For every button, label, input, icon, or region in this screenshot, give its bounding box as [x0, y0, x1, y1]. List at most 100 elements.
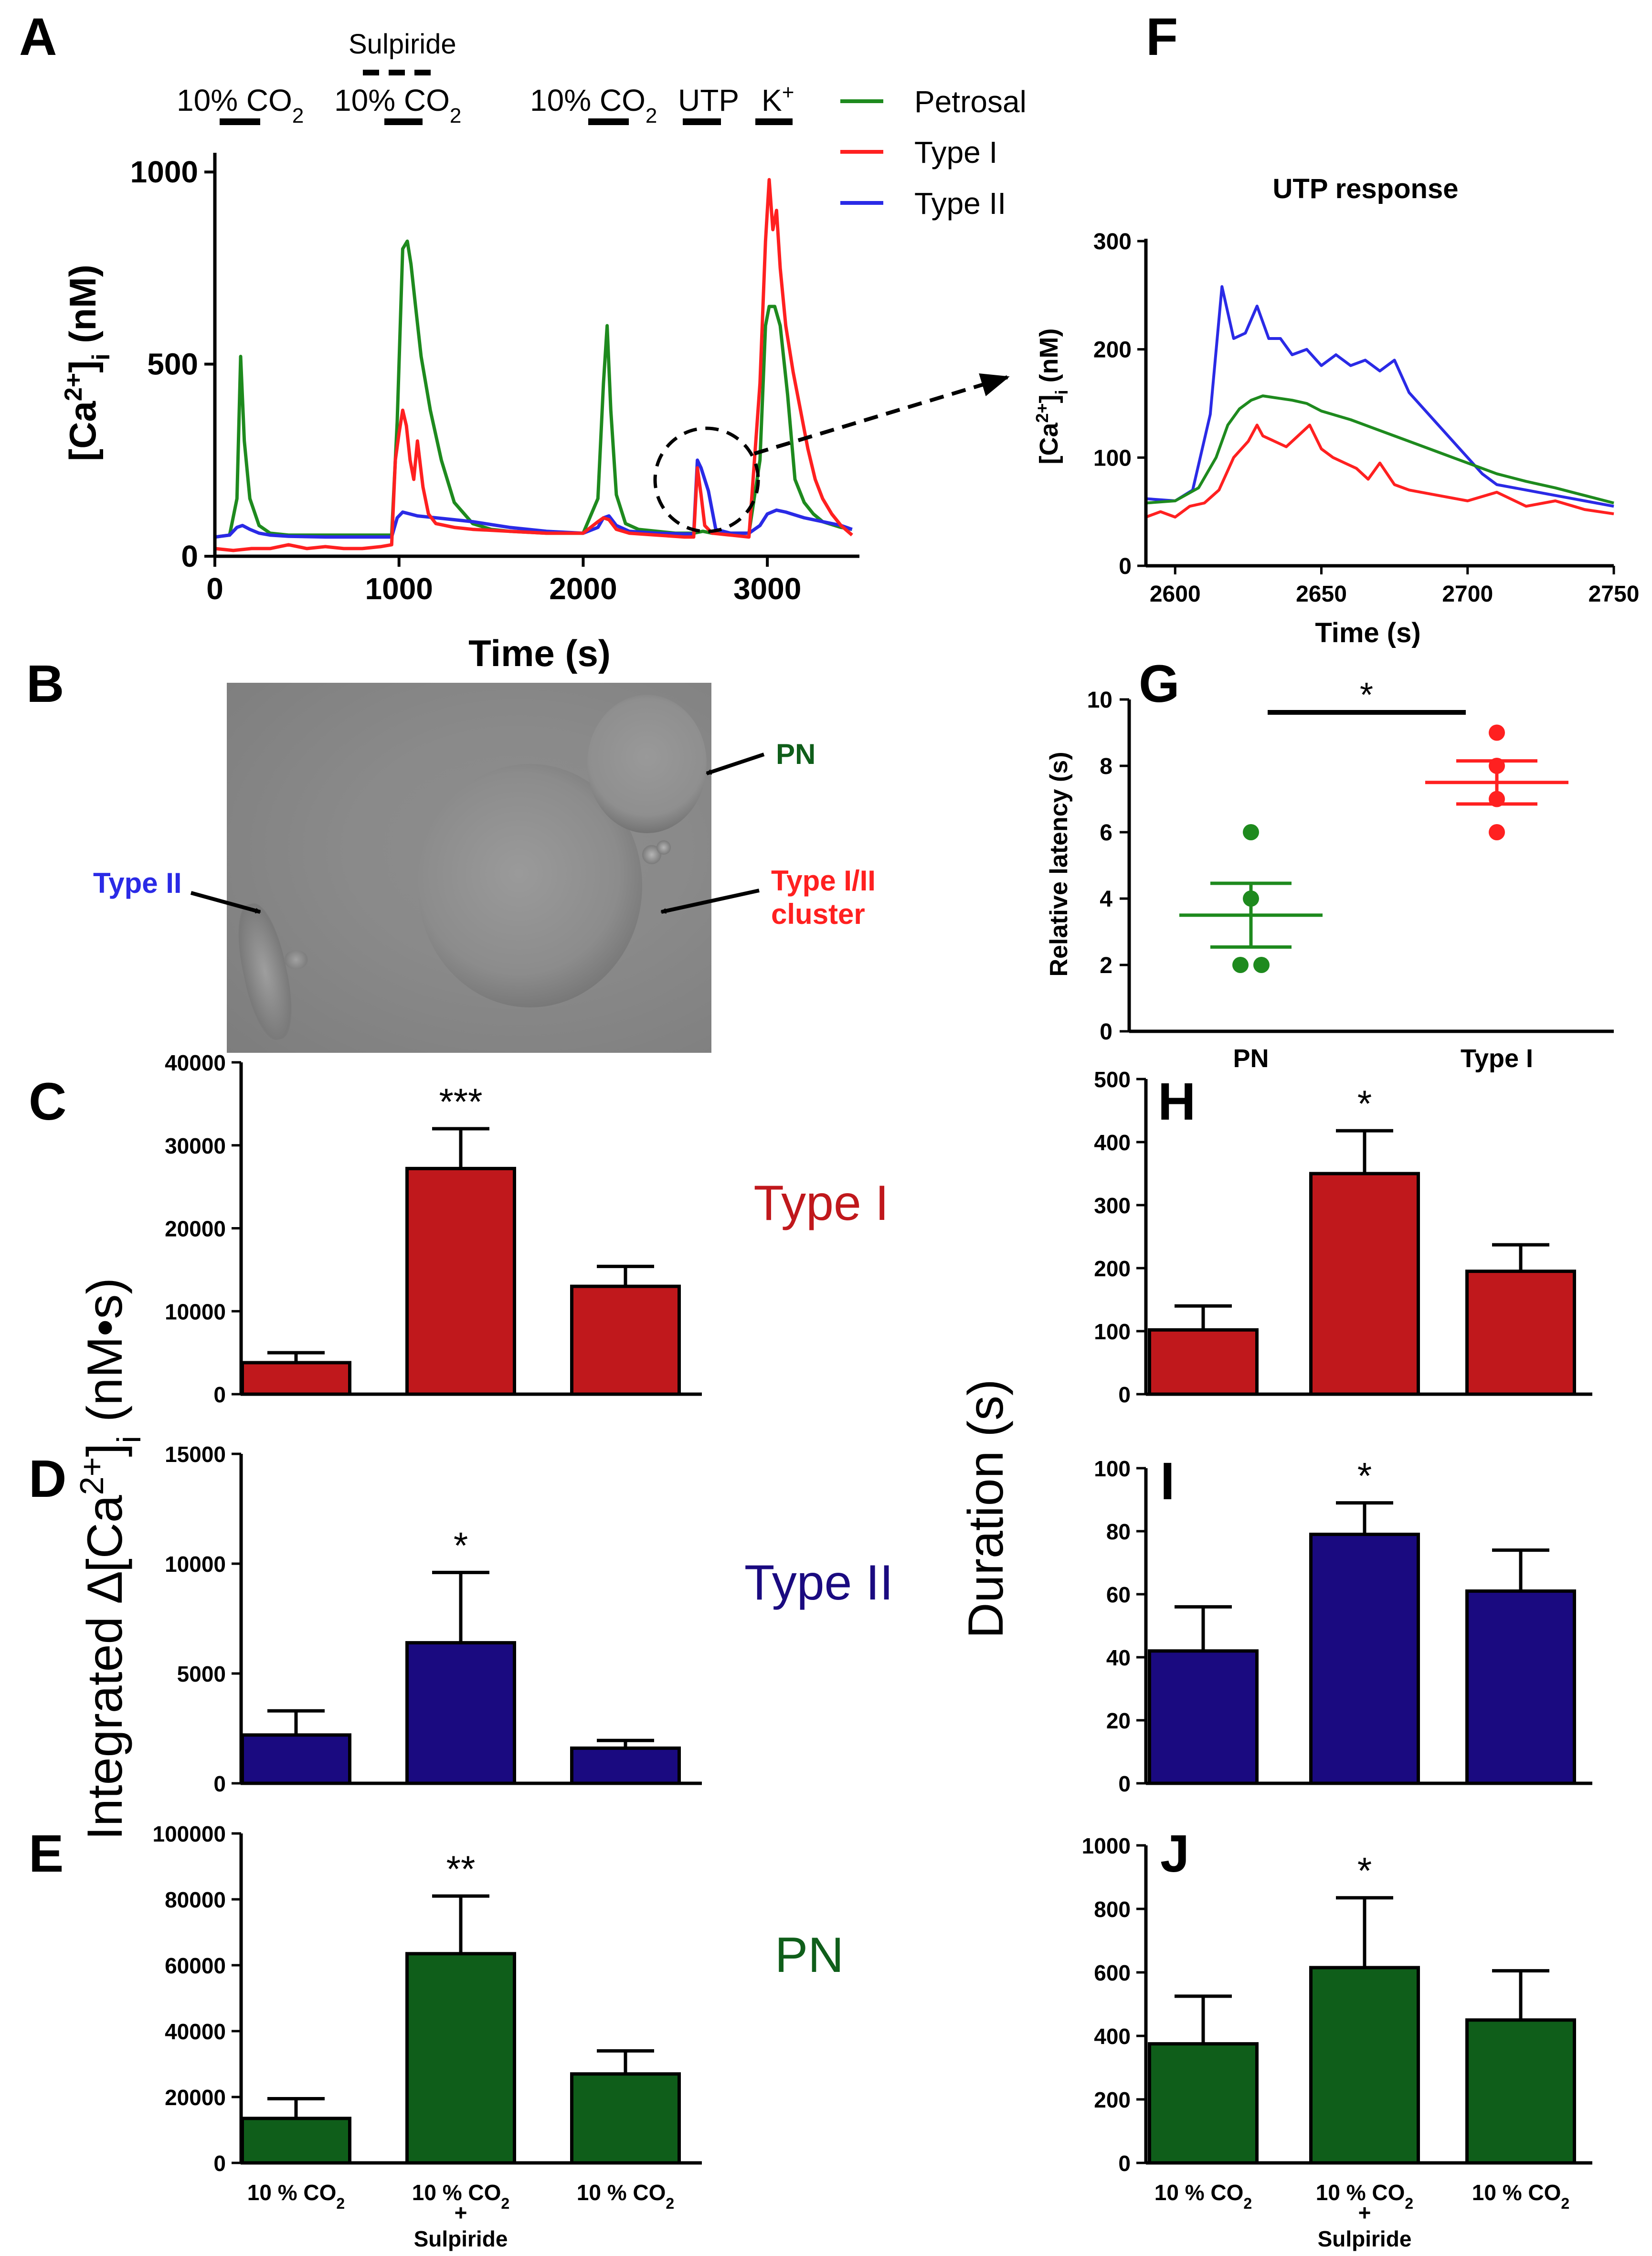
y-tick-label: 15000: [165, 1442, 226, 1467]
panel-f-y-label: [Ca2+]i (nM): [1032, 328, 1071, 465]
panel-g-data-point: [1489, 824, 1505, 840]
bar: [405, 1952, 516, 2165]
stim-co2-1-label: 10% CO2: [177, 83, 304, 127]
y-tick-label: 0: [213, 2151, 226, 2176]
bar: [405, 1641, 516, 1785]
panel-letter-f: F: [1146, 8, 1178, 66]
right-cat-3: 10 % CO2: [1472, 2180, 1569, 2212]
panel-g-y-tick-label: 2: [1100, 953, 1112, 978]
panel-g-data-point: [1489, 758, 1505, 774]
panel-g-data-point: [1243, 890, 1259, 907]
panel-g-y-tick-label: 0: [1100, 1019, 1112, 1045]
left-cat-2-extra: Sulpiride: [414, 2226, 508, 2251]
y-tick-label: 100: [1094, 1319, 1131, 1344]
label-cluster-2: cluster: [771, 898, 865, 930]
debris-particle: [657, 840, 671, 855]
right-cat-1: 10 % CO2: [1154, 2180, 1252, 2212]
stim-co2-2-label: 10% CO2: [334, 83, 461, 127]
panel-a-x-label: Time (s): [468, 632, 611, 674]
y-tick-label: 500: [1094, 1067, 1131, 1092]
panel-g-data-point: [1489, 724, 1505, 741]
panel-a-y-label: [Ca2+]i (nM): [60, 265, 115, 461]
y-tick-label: 0: [1118, 1771, 1131, 1796]
panel-c-bars: *** 0 10000 20000 30000 40000: [165, 1050, 702, 1407]
y-tick-label: 400: [1094, 1130, 1131, 1155]
panel-f-x-label: Time (s): [1315, 617, 1420, 648]
series-line-type-i: [1145, 424, 1614, 519]
panel-a: 0 500 1000 0 1000 2000 3000 Time (s) [Ca2+]i …: [60, 29, 1027, 674]
y-tick-label: 0: [213, 1771, 226, 1796]
panel-g-y-tick-label: 10: [1087, 688, 1112, 713]
panel-a-x-tick-label: 2000: [549, 572, 617, 606]
y-tick-label: 200: [1094, 1256, 1131, 1281]
significance-marker: *: [1357, 1082, 1372, 1124]
bar: [1309, 1966, 1420, 2165]
panel-f-y-tick-label: 200: [1093, 338, 1132, 363]
panel-a-y-tick-label: 500: [147, 347, 198, 381]
legend-petrosal-label: Petrosal: [914, 85, 1027, 119]
right-cat-2-extra: Sulpiride: [1318, 2226, 1412, 2251]
label-pn: PN: [776, 738, 815, 770]
panel-f-plot-area: [1145, 285, 1614, 519]
y-tick-label: 100: [1094, 1456, 1131, 1481]
bar: [1309, 1172, 1420, 1396]
y-tick-label: 200: [1094, 2087, 1131, 2112]
panel-d-bars: * 0 5000 10000 15000: [165, 1442, 702, 1796]
panel-a-x-tick-label: 1000: [365, 572, 433, 606]
panel-letter-a: A: [19, 8, 57, 66]
legend-type1-label: Type I: [914, 135, 997, 169]
panel-g-plot-area: [1179, 724, 1568, 973]
y-tick-label: 0: [1118, 1382, 1131, 1407]
bar: [1148, 1649, 1259, 1785]
panel-f-title: UTP response: [1273, 173, 1459, 204]
panel-f-x-ticks: 2600 2650 2700 2750: [1150, 566, 1639, 607]
bar: [1148, 1328, 1259, 1396]
stim-co2-3-label: 10% CO2: [530, 83, 657, 127]
bar: [241, 1361, 351, 1396]
bar: [241, 1733, 351, 1785]
significance-marker: **: [446, 1848, 476, 1890]
panel-j-bars: * 0 200 400 600 800 1000: [1082, 1833, 1592, 2176]
left-cat-1: 10 % CO2: [247, 2180, 345, 2212]
y-tick-label: 20000: [165, 2085, 226, 2110]
bar: [1309, 1533, 1420, 1785]
bar: [570, 1746, 681, 1785]
y-tick-label: 40000: [165, 1050, 226, 1075]
significance-marker: ***: [439, 1080, 482, 1123]
integrated-ca-y-label: Integrated ∆[Ca2+]i (nM•s): [73, 1278, 148, 1840]
panel-g-data-point: [1253, 957, 1270, 973]
left-cat-2-plus: +: [455, 2200, 467, 2225]
y-tick-label: 800: [1094, 1897, 1131, 1922]
panel-letter-j: J: [1160, 1824, 1189, 1883]
y-tick-label: 0: [213, 1382, 226, 1407]
panel-d-cell-label: Type II: [744, 1555, 893, 1610]
panel-g-y-tick-label: 4: [1100, 887, 1112, 912]
bar-panels: ***010000200003000040000*050001000015000…: [153, 1050, 1592, 2176]
bar: [1148, 2042, 1259, 2165]
series-line-petrosal: [1145, 394, 1614, 505]
panel-letter-c: C: [29, 1072, 66, 1131]
series-line-type-ii: [1145, 285, 1614, 508]
utp-zoom-circle: [653, 426, 760, 533]
panel-f-x-tick-label: 2650: [1296, 582, 1347, 607]
y-tick-label: 600: [1094, 1960, 1131, 1985]
panel-g-y-tick-label: 8: [1100, 754, 1112, 779]
utp-zoom-arrow: [753, 373, 1010, 455]
left-category-labels: 10 % CO2 10 % CO2 + Sulpiride 10 % CO2: [247, 2180, 674, 2251]
panel-letter-i: I: [1160, 1452, 1175, 1511]
y-tick-label: 30000: [165, 1133, 226, 1158]
panel-g-y-ticks: 0 2 4 6 8 10: [1087, 688, 1129, 1045]
panel-g-cat-type1: Type I: [1461, 1044, 1533, 1073]
significance-marker: *: [454, 1524, 468, 1566]
panel-g-data-point: [1489, 791, 1505, 807]
label-type2: Type II: [93, 867, 182, 899]
panel-a-legend: Petrosal Type I Type II: [840, 85, 1027, 221]
bar: [570, 1284, 681, 1396]
panel-f-x-tick-label: 2600: [1150, 582, 1201, 607]
panel-letter-g: G: [1139, 655, 1180, 713]
panel-g: 0 2 4 6 8 10 PN Type I Relative latency (s) *: [1045, 676, 1614, 1073]
debris-particle: [284, 950, 308, 969]
panel-c-cell-label: Type I: [753, 1176, 889, 1231]
right-cat-2-plus: +: [1358, 2200, 1371, 2225]
